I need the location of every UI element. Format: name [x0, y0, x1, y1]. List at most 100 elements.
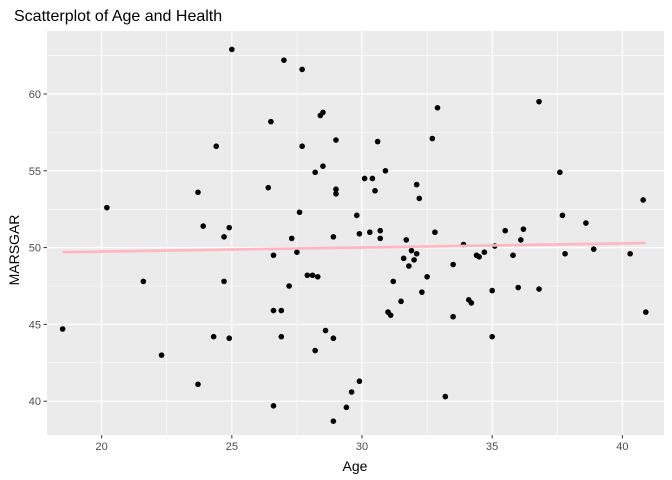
- data-point: [278, 307, 285, 314]
- data-point: [502, 227, 508, 234]
- data-point: [387, 312, 394, 318]
- x-tick-label: 30: [356, 441, 368, 453]
- y-axis: 40 45 50 55 60: [29, 89, 47, 408]
- data-point: [140, 278, 147, 285]
- data-point: [367, 229, 373, 236]
- data-point: [268, 118, 274, 125]
- data-point: [361, 175, 368, 182]
- data-point: [226, 224, 233, 231]
- chart-title: Scatterplot of Age and Health: [14, 8, 222, 25]
- data-point: [158, 352, 165, 358]
- data-point: [221, 278, 227, 285]
- data-point: [343, 404, 350, 411]
- data-point: [390, 278, 397, 285]
- data-point: [369, 175, 376, 182]
- x-tick-label: 40: [616, 441, 628, 453]
- data-point: [442, 393, 449, 400]
- data-point: [59, 326, 66, 332]
- data-point: [382, 167, 389, 174]
- data-point: [322, 327, 329, 334]
- data-point: [294, 249, 300, 256]
- data-point: [557, 169, 563, 176]
- data-point: [330, 234, 337, 240]
- x-axis: 20 25 30 35 40: [96, 435, 628, 453]
- data-point: [270, 307, 277, 314]
- data-point: [333, 186, 339, 193]
- data-point: [330, 418, 337, 424]
- data-point: [434, 105, 441, 111]
- minor-gridlines: [36, 31, 664, 435]
- data-point: [481, 249, 488, 256]
- data-point: [398, 298, 404, 305]
- data-point: [200, 223, 207, 229]
- data-point: [286, 283, 292, 289]
- data-point: [424, 273, 430, 280]
- data-point: [411, 257, 417, 263]
- data-point: [640, 197, 646, 203]
- data-point: [372, 187, 378, 194]
- data-point: [429, 135, 436, 142]
- data-point: [583, 220, 589, 226]
- data-point: [195, 381, 201, 388]
- data-point: [104, 204, 110, 211]
- data-point: [226, 335, 233, 342]
- data-point: [406, 263, 412, 269]
- data-point: [348, 389, 355, 395]
- data-point: [419, 289, 425, 295]
- data-point: [642, 309, 649, 315]
- data-point: [288, 235, 295, 242]
- data-point: [270, 252, 277, 259]
- data-point: [403, 237, 410, 243]
- y-tick-label: 45: [29, 319, 41, 331]
- data-point: [562, 250, 568, 257]
- data-point: [476, 254, 482, 260]
- data-point: [356, 230, 363, 237]
- data-point: [408, 247, 415, 254]
- data-points: [59, 46, 649, 424]
- data-point: [265, 184, 272, 191]
- x-tick-label: 20: [96, 441, 108, 453]
- data-point: [559, 212, 566, 219]
- data-point: [354, 212, 360, 219]
- data-point: [299, 143, 305, 150]
- data-point: [312, 169, 318, 176]
- data-point: [356, 378, 363, 385]
- y-tick-label: 50: [29, 243, 41, 255]
- data-point: [281, 57, 287, 63]
- data-point: [377, 235, 384, 242]
- data-point: [195, 189, 201, 196]
- data-point: [377, 227, 384, 234]
- y-tick-label: 60: [29, 89, 41, 101]
- data-point: [416, 195, 423, 202]
- data-point: [330, 335, 337, 342]
- y-tick-label: 55: [29, 166, 41, 178]
- data-point: [213, 143, 220, 150]
- y-tick-label: 40: [29, 396, 41, 408]
- data-point: [413, 250, 420, 257]
- trend-line: [62, 241, 646, 254]
- data-point: [333, 137, 339, 143]
- data-point: [304, 272, 311, 279]
- data-point: [450, 261, 456, 268]
- data-point: [270, 403, 277, 409]
- data-point: [450, 313, 456, 320]
- data-point: [309, 272, 316, 279]
- data-point: [432, 229, 438, 236]
- data-point: [536, 98, 542, 105]
- data-point: [510, 252, 516, 259]
- x-axis-title: Age: [343, 458, 368, 474]
- x-tick-label: 35: [486, 441, 498, 453]
- plot-panel: [47, 31, 664, 435]
- data-point: [314, 273, 321, 280]
- y-axis-title: MARSGAR: [6, 215, 22, 286]
- data-point: [221, 234, 227, 240]
- data-point: [515, 284, 522, 291]
- data-point: [520, 226, 527, 232]
- data-point: [468, 300, 475, 306]
- data-point: [374, 138, 381, 145]
- data-point: [320, 109, 326, 116]
- data-point: [296, 209, 303, 216]
- x-tick-label: 25: [226, 441, 238, 453]
- data-point: [320, 163, 326, 169]
